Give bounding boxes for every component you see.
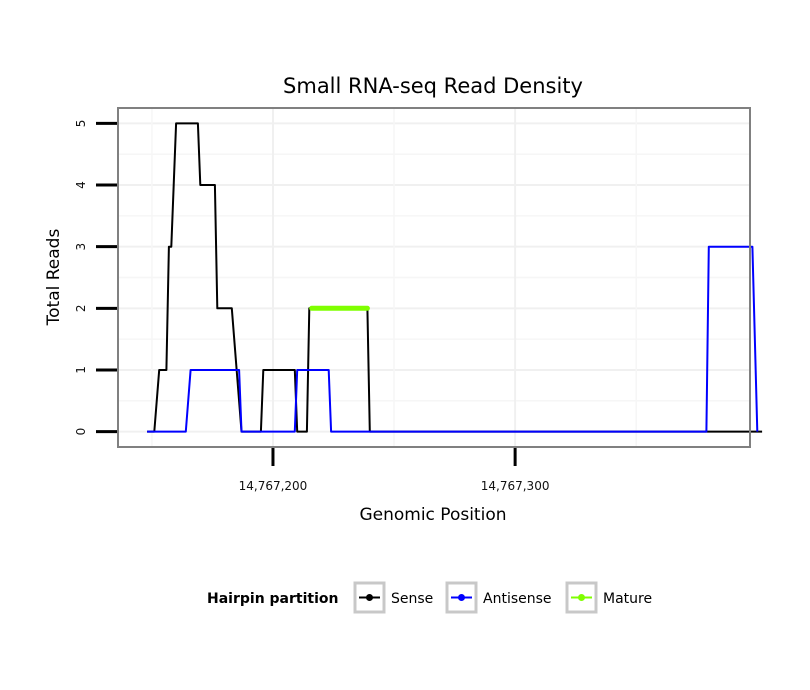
y-axis: 0 1 2 3 4 5: [74, 120, 117, 436]
series-line-antisense: [147, 245, 759, 433]
y-tick-label-4: 4: [74, 181, 88, 189]
plot-area: [117, 107, 763, 448]
legend-label-sense: Sense: [391, 591, 433, 607]
legend-title: Hairpin partition: [207, 591, 338, 607]
plot-border: [117, 107, 751, 448]
legend-label-mature: Mature: [603, 591, 652, 607]
legend: Hairpin partition Sense Antisense Mature: [207, 581, 652, 614]
legend-label-antisense: Antisense: [483, 591, 552, 607]
series-lines: [147, 122, 763, 433]
legend-key-point-mature: [578, 594, 585, 601]
x-tick-label-1: 14,767,300: [481, 479, 550, 493]
y-tick-label-0: 0: [74, 428, 88, 436]
y-tick-label-3: 3: [74, 243, 88, 251]
legend-key-point-antisense: [458, 594, 465, 601]
chart-title: Small RNA-seq Read Density: [283, 74, 583, 98]
y-tick-label-1: 1: [74, 366, 88, 374]
y-axis-title: Total Reads: [44, 229, 64, 327]
x-axis: 14,767,200 14,767,300: [239, 448, 550, 493]
y-tick-label-5: 5: [74, 120, 88, 128]
legend-key-point-sense: [366, 594, 373, 601]
y-tick-label-2: 2: [74, 304, 88, 312]
x-tick-label-0: 14,767,200: [239, 479, 308, 493]
x-axis-title: Genomic Position: [359, 505, 506, 525]
